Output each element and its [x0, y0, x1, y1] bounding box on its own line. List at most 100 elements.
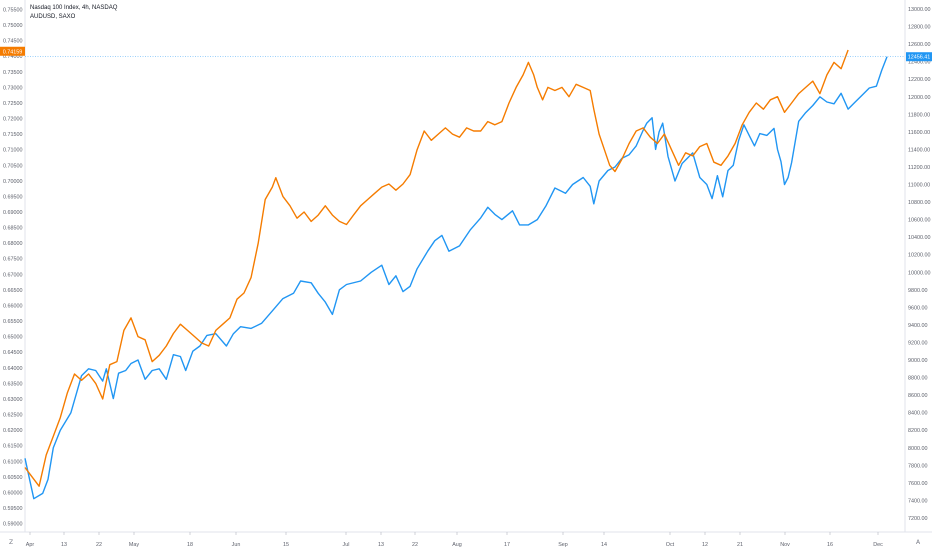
left-tick-label: 0.67000 — [3, 272, 23, 278]
left-tick-label: 0.74500 — [3, 39, 23, 45]
right-tick-label: 11200.00 — [908, 165, 930, 171]
time-tick-label: 22 — [96, 542, 102, 548]
right-tick-label: 13000.00 — [908, 7, 930, 13]
left-tick-label: 0.74000 — [3, 54, 23, 60]
time-tick-label: 13 — [378, 542, 384, 548]
time-tick-label: Oct — [666, 542, 675, 548]
series-lines — [24, 49, 888, 500]
legend-main-series[interactable]: Nasdaq 100 Index, 4h, NASDAQ — [30, 5, 118, 11]
time-tick-label: 14 — [601, 542, 607, 548]
left-tick-label: 0.68000 — [3, 241, 23, 247]
right-tick-label: 9400.00 — [908, 323, 928, 329]
time-tick-label: 13 — [61, 542, 67, 548]
time-tick-label: 15 — [283, 542, 289, 548]
left-tick-label: 0.61000 — [3, 459, 23, 465]
right-tick-label: 12600.00 — [908, 42, 930, 48]
time-tick-label: 22 — [412, 542, 418, 548]
right-tick-label: 7800.00 — [908, 463, 928, 469]
right-tick-label: 7200.00 — [908, 516, 928, 522]
left-price-axis: 0.75500 0.75000 0.74500 0.74000 0.73500 0.730… — [3, 7, 23, 527]
right-tick-label: 9600.00 — [908, 305, 928, 311]
left-tick-label: 0.65500 — [3, 319, 23, 325]
time-tick-label: Jun — [232, 542, 241, 548]
left-tick-label: 0.73500 — [3, 70, 23, 76]
time-tick-label: Aug — [452, 542, 462, 548]
left-tick-label: 0.75000 — [3, 23, 23, 29]
left-tick-label: 0.70000 — [3, 179, 23, 185]
right-tick-label: 12000.00 — [908, 95, 930, 101]
left-tick-label: 0.64500 — [3, 350, 23, 356]
right-tick-label: 9200.00 — [908, 340, 928, 346]
right-tick-label: 12400.00 — [908, 60, 930, 66]
time-tick-label: Jul — [343, 542, 350, 548]
left-tick-label: 0.75500 — [3, 7, 23, 13]
right-last-value-label: 12456.41 — [908, 55, 930, 61]
right-tick-label: 11600.00 — [908, 130, 930, 136]
right-tick-label: 10600.00 — [908, 218, 930, 224]
left-tick-label: 0.69500 — [3, 194, 23, 200]
right-tick-label: 11000.00 — [908, 183, 930, 189]
right-tick-label: 10200.00 — [908, 253, 930, 259]
left-tick-label: 0.69000 — [3, 210, 23, 216]
left-tick-label: 0.66500 — [3, 288, 23, 294]
time-tick-label: 18 — [187, 542, 193, 548]
time-tick-label: Dec — [873, 542, 883, 548]
nasdaq-line — [24, 56, 888, 500]
legend-compare-series[interactable]: AUDUSD, SAXO — [30, 14, 76, 20]
left-tick-label: 0.73000 — [3, 85, 23, 91]
left-tick-label: 0.59000 — [3, 522, 23, 528]
left-tick-label: 0.62000 — [3, 428, 23, 434]
left-tick-label: 0.63500 — [3, 381, 23, 387]
timezone-button[interactable]: Z — [9, 539, 14, 546]
right-last-value-marker — [906, 52, 932, 62]
right-tick-label: 8600.00 — [908, 393, 928, 399]
right-tick-label: 7600.00 — [908, 481, 928, 487]
time-tick-label: 21 — [737, 542, 743, 548]
right-tick-label: 10800.00 — [908, 200, 930, 206]
right-tick-label: 12800.00 — [908, 25, 930, 31]
left-tick-label: 0.64000 — [3, 366, 23, 372]
left-tick-label: 0.61500 — [3, 444, 23, 450]
left-last-value-label: 0.74159 — [3, 49, 23, 55]
right-tick-label: 11800.00 — [908, 112, 930, 118]
right-tick-label: 8000.00 — [908, 446, 928, 452]
right-tick-label: 11400.00 — [908, 147, 930, 153]
right-tick-label: 10000.00 — [908, 270, 930, 276]
left-tick-label: 0.71500 — [3, 132, 23, 138]
right-tick-label: 8200.00 — [908, 428, 928, 434]
time-tick-label: 17 — [504, 542, 510, 548]
left-tick-label: 0.65000 — [3, 335, 23, 341]
chart-legend: Nasdaq 100 Index, 4h, NASDAQ AUDUSD, SAX… — [30, 4, 117, 22]
left-tick-label: 0.70500 — [3, 163, 23, 169]
time-tick-label: 12 — [702, 542, 708, 548]
left-tick-label: 0.62500 — [3, 413, 23, 419]
right-tick-label: 9800.00 — [908, 288, 928, 294]
left-tick-label: 0.59500 — [3, 506, 23, 512]
audusd-line — [24, 49, 849, 487]
right-tick-label: 8400.00 — [908, 411, 928, 417]
left-tick-label: 0.63000 — [3, 397, 23, 403]
left-tick-label: 0.66000 — [3, 303, 23, 309]
time-tick-label: Nov — [780, 542, 790, 548]
left-tick-label: 0.71000 — [3, 148, 23, 154]
right-tick-label: 7400.00 — [908, 498, 928, 504]
time-tick-label: Sep — [558, 542, 568, 548]
last-value-markers: 12456.41 0.74159 — [0, 46, 932, 62]
left-tick-label: 0.68500 — [3, 226, 23, 232]
time-tick-label: May — [129, 542, 139, 548]
right-price-axis: 13000.00 12800.00 12600.00 12400.00 12200.00… — [908, 7, 930, 522]
right-tick-label: 8800.00 — [908, 376, 928, 382]
right-tick-label: 9000.00 — [908, 358, 928, 364]
right-tick-label: 12200.00 — [908, 77, 930, 83]
right-tick-label: 10400.00 — [908, 235, 930, 241]
left-tick-label: 0.72000 — [3, 117, 23, 123]
auto-scale-button[interactable]: A — [916, 539, 921, 546]
left-tick-label: 0.72500 — [3, 101, 23, 107]
time-tick-label: 16 — [827, 542, 833, 548]
left-tick-label: 0.60000 — [3, 490, 23, 496]
grid — [0, 0, 932, 533]
left-tick-label: 0.60500 — [3, 475, 23, 481]
time-tick-label: Apr — [26, 542, 35, 548]
time-axis: Apr 13 22 May 18 Jun 15 Jul 13 22 Aug 17 Sep 14 Oct 12 2… — [26, 532, 883, 548]
